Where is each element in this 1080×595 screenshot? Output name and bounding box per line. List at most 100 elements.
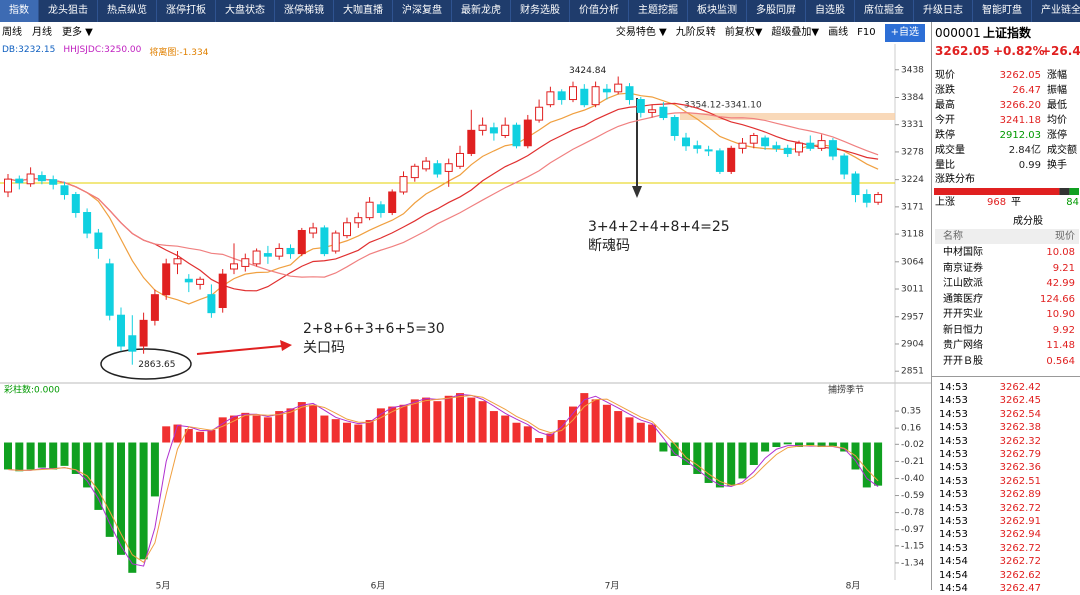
tick-row: 14:53 3262.72 — [935, 502, 1079, 515]
bar — [704, 442, 713, 483]
flat-bar — [1059, 188, 1070, 195]
toolbar-button[interactable]: 超级叠加▼ — [771, 27, 820, 38]
tick-time: 14:53 — [939, 382, 968, 393]
stock-name: 南京证券 — [943, 262, 983, 274]
tab[interactable]: 主题挖掘 — [629, 0, 688, 22]
component-row[interactable]: 开开实业 10.90 — [935, 307, 1079, 322]
tick-price: 3262.38 — [999, 422, 1041, 434]
candle-body — [173, 258, 182, 265]
tick-time: 14:53 — [939, 408, 968, 420]
tab[interactable]: 龙头狙击 — [39, 0, 98, 22]
candle-body — [817, 140, 826, 149]
component-row[interactable]: 新日恒力 9.92 — [935, 323, 1079, 338]
candle-body — [331, 232, 340, 252]
tab[interactable]: 财务选股 — [511, 0, 570, 22]
toolbar-button[interactable]: 九阶反转 — [675, 27, 716, 38]
toolbar-button[interactable]: 周线 — [2, 27, 22, 38]
quote-row: 最高 3266.20 最低 — [935, 98, 1079, 113]
candle-body — [636, 99, 645, 113]
bar — [501, 415, 510, 443]
up-label: 上涨 — [935, 197, 955, 208]
candle-body — [670, 117, 679, 136]
bar — [320, 415, 329, 443]
candle-body — [614, 83, 623, 93]
bar — [783, 442, 792, 445]
tab[interactable]: 热点纵览 — [98, 0, 157, 22]
tab[interactable]: 自选股 — [806, 0, 855, 22]
bar — [128, 442, 137, 573]
tick-time: 14:53 — [939, 422, 968, 434]
tab[interactable]: 指数 — [0, 0, 39, 22]
quote-label: 涨停 — [1047, 130, 1067, 141]
bar — [37, 442, 46, 468]
bar — [580, 393, 589, 443]
tab[interactable]: 多股同屏 — [747, 0, 806, 22]
stock-price: 0.564 — [1046, 355, 1075, 367]
candle-body — [196, 278, 205, 285]
toolbar-left: 周线 月线 更多 ▼ — [2, 24, 93, 42]
tab[interactable]: 席位掘金 — [855, 0, 914, 22]
candle-body — [184, 278, 193, 283]
candle-body — [60, 185, 69, 196]
bar — [252, 415, 261, 443]
candle-body — [150, 294, 159, 321]
signal-line — [7, 394, 879, 564]
indicator-line: DB:3232.15 HHJSJDC:3250.00 将离图:-1.334 — [2, 45, 208, 58]
candle-body — [738, 142, 747, 149]
component-row[interactable]: 通策医疗 124.66 — [935, 292, 1079, 307]
tab[interactable]: 大盘状态 — [216, 0, 275, 22]
toolbar-button[interactable]: 前复权▼ — [724, 27, 763, 38]
tick-price: 3262.89 — [999, 489, 1041, 501]
annotation: 3+4+2+4+8+4=25 — [588, 219, 730, 235]
tick-row: 14:53 3262.42 — [935, 381, 1079, 394]
tab[interactable]: 沪深复盘 — [393, 0, 452, 22]
toolbar-button[interactable]: 更多 ▼ — [62, 27, 93, 38]
candle-body — [207, 294, 216, 314]
tab[interactable]: 智能盯盘 — [973, 0, 1032, 22]
tab[interactable]: 涨停梯镜 — [275, 0, 334, 22]
toolbar-button[interactable]: F10 — [857, 27, 876, 38]
tab[interactable]: 最新龙虎 — [452, 0, 511, 22]
bar — [297, 402, 306, 443]
bar — [817, 442, 826, 448]
component-row[interactable]: 开开Ｂ股 0.564 — [935, 354, 1079, 369]
toolbar-button[interactable]: +自选 — [884, 24, 925, 42]
toolbar-button[interactable]: 交易特色 ▼ — [615, 27, 667, 38]
toolbar-button[interactable]: 月线 — [32, 27, 52, 38]
tick-row: 14:53 3262.38 — [935, 421, 1079, 434]
candle-body — [580, 88, 589, 106]
bar — [862, 442, 871, 488]
tab[interactable]: 产业链全... — [1032, 0, 1080, 22]
tick-price: 3262.42 — [999, 382, 1041, 393]
ma-line — [7, 92, 879, 305]
code: 000001 — [935, 26, 981, 40]
component-row[interactable]: 江山欧派 42.99 — [935, 276, 1079, 291]
toolbar-right: 交易特色 ▼ 九阶反转 前复权▼ 超级叠加▼ 画线 F10 +自选 — [616, 24, 925, 42]
quote-label: 今开 — [935, 115, 955, 126]
toolbar-button[interactable]: 画线 — [828, 27, 849, 38]
tab[interactable]: 板块监测 — [688, 0, 747, 22]
tab[interactable]: 升级日志 — [914, 0, 973, 22]
tick-row: 14:53 3262.79 — [935, 448, 1079, 461]
y-tick-label: 3438 — [901, 65, 924, 75]
stock-name: 开开Ｂ股 — [943, 355, 983, 367]
component-row[interactable]: 中材国际 10.08 — [935, 245, 1079, 260]
component-row[interactable]: 贵广网络 11.48 — [935, 338, 1079, 353]
component-row[interactable]: 南京证券 9.21 — [935, 261, 1079, 276]
tab[interactable]: 涨停打板 — [157, 0, 216, 22]
tick-time: 14:53 — [939, 435, 968, 447]
bar — [60, 442, 69, 466]
y-tick-label: -0.02 — [901, 440, 924, 450]
quote-row: 成交量 2.84亿 成交额 — [935, 143, 1079, 158]
stock-price: 9.21 — [1052, 262, 1075, 274]
indicator: DB:3232.15 — [2, 45, 56, 55]
tab[interactable]: 价值分析 — [570, 0, 629, 22]
candle-body — [569, 86, 577, 101]
candle-body — [546, 91, 555, 106]
candle-body — [83, 212, 92, 234]
candle-body — [139, 319, 148, 347]
tick-row: 14:54 3262.47 — [935, 582, 1079, 595]
bar — [105, 442, 114, 537]
quote-value: 2.84亿 — [1008, 145, 1041, 156]
tab[interactable]: 大咖直播 — [334, 0, 393, 22]
